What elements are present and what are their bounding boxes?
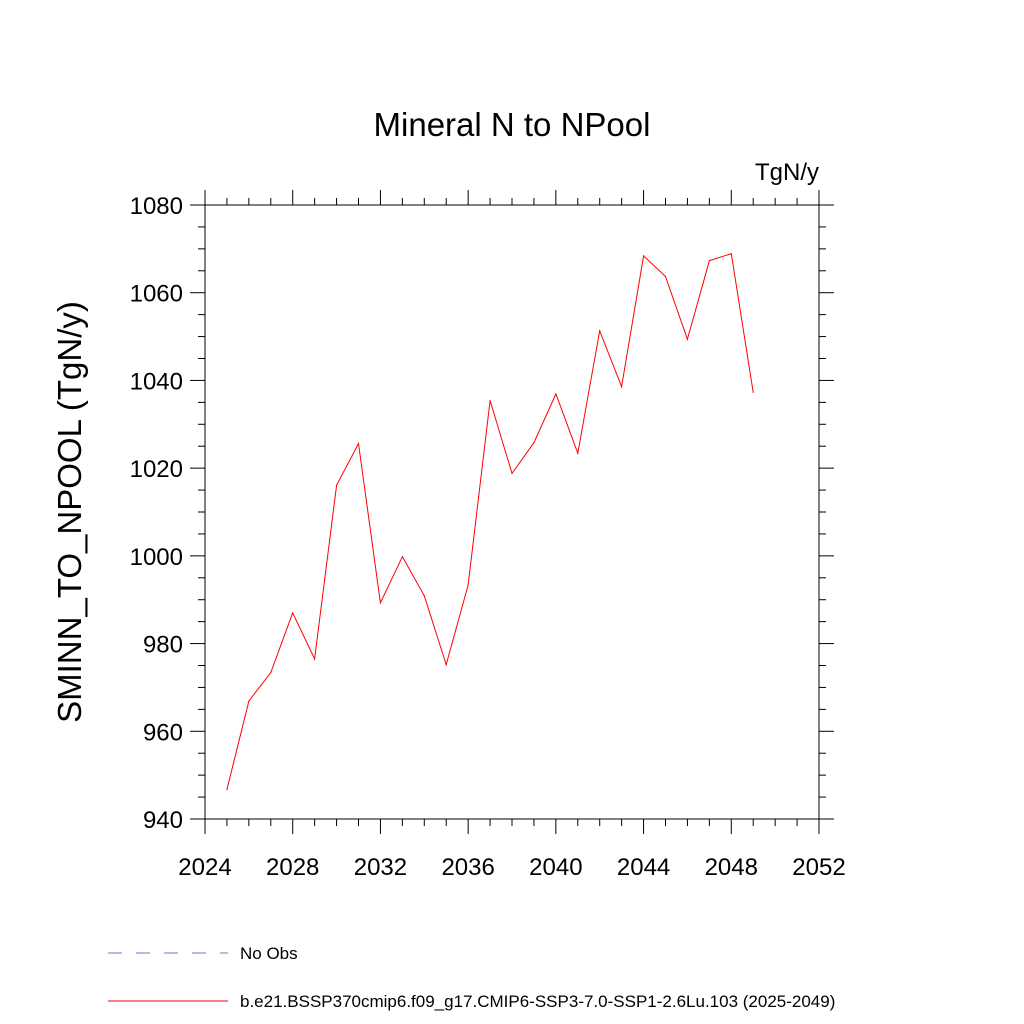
data-point bbox=[708, 260, 710, 262]
y-tick-label: 1000 bbox=[130, 544, 183, 571]
series-line bbox=[226, 253, 754, 790]
x-tick-label: 2036 bbox=[441, 854, 494, 881]
y-tick-label: 960 bbox=[143, 719, 183, 746]
data-point bbox=[314, 658, 316, 660]
data-point bbox=[445, 664, 447, 666]
y-tick-label: 1080 bbox=[130, 193, 183, 220]
data-point bbox=[292, 612, 294, 614]
legend-label-no-obs: No Obs bbox=[240, 944, 298, 963]
data-point bbox=[621, 385, 623, 388]
x-tick-label: 2048 bbox=[705, 854, 758, 881]
data-point bbox=[226, 789, 228, 791]
x-tick-label: 2024 bbox=[178, 854, 231, 881]
data-point bbox=[642, 255, 645, 257]
tick-marks bbox=[190, 190, 834, 834]
data-point bbox=[467, 584, 469, 586]
x-tick-label: 2028 bbox=[266, 854, 319, 881]
data-point bbox=[270, 671, 272, 674]
y-tick-label: 1060 bbox=[130, 281, 183, 308]
data-point bbox=[335, 484, 338, 486]
data-point bbox=[752, 391, 754, 393]
x-tick-label: 2052 bbox=[792, 854, 845, 881]
x-tick-label: 2040 bbox=[529, 854, 582, 881]
chart-title: Mineral N to NPool bbox=[374, 106, 651, 143]
data-point bbox=[379, 602, 382, 604]
data-point bbox=[533, 442, 535, 444]
data-point bbox=[401, 556, 403, 558]
y-tick-label: 1020 bbox=[130, 456, 183, 483]
y-tick-label: 940 bbox=[143, 807, 183, 834]
y-axis-label: SMINN_TO_NPOOL (TgN/y) bbox=[51, 301, 88, 723]
x-tick-label: 2032 bbox=[354, 854, 407, 881]
series-lines bbox=[226, 253, 754, 791]
data-point bbox=[357, 442, 360, 445]
y-tick-label: 980 bbox=[143, 632, 183, 659]
data-point bbox=[248, 700, 250, 702]
data-point bbox=[730, 253, 732, 255]
plot-frame bbox=[204, 204, 820, 820]
units-label: TgN/y bbox=[755, 159, 819, 186]
data-point bbox=[555, 393, 557, 395]
legend-label-model: b.e21.BSSP370cmip6.f09_g17.CMIP6-SSP3-7.… bbox=[240, 992, 835, 1011]
data-point bbox=[511, 472, 513, 475]
data-point bbox=[599, 330, 601, 332]
data-point bbox=[577, 452, 579, 454]
y-tick-labels: 940 960 980 1000 1020 1040 1060 1080 bbox=[130, 193, 183, 834]
data-point bbox=[686, 338, 689, 340]
x-tick-label: 2044 bbox=[617, 854, 670, 881]
y-tick-label: 1040 bbox=[130, 368, 183, 395]
data-point bbox=[664, 275, 667, 278]
x-tick-labels: 2024 2028 2032 2036 2040 2044 2048 2052 bbox=[178, 854, 845, 881]
data-point bbox=[489, 400, 491, 402]
data-point bbox=[423, 595, 425, 597]
